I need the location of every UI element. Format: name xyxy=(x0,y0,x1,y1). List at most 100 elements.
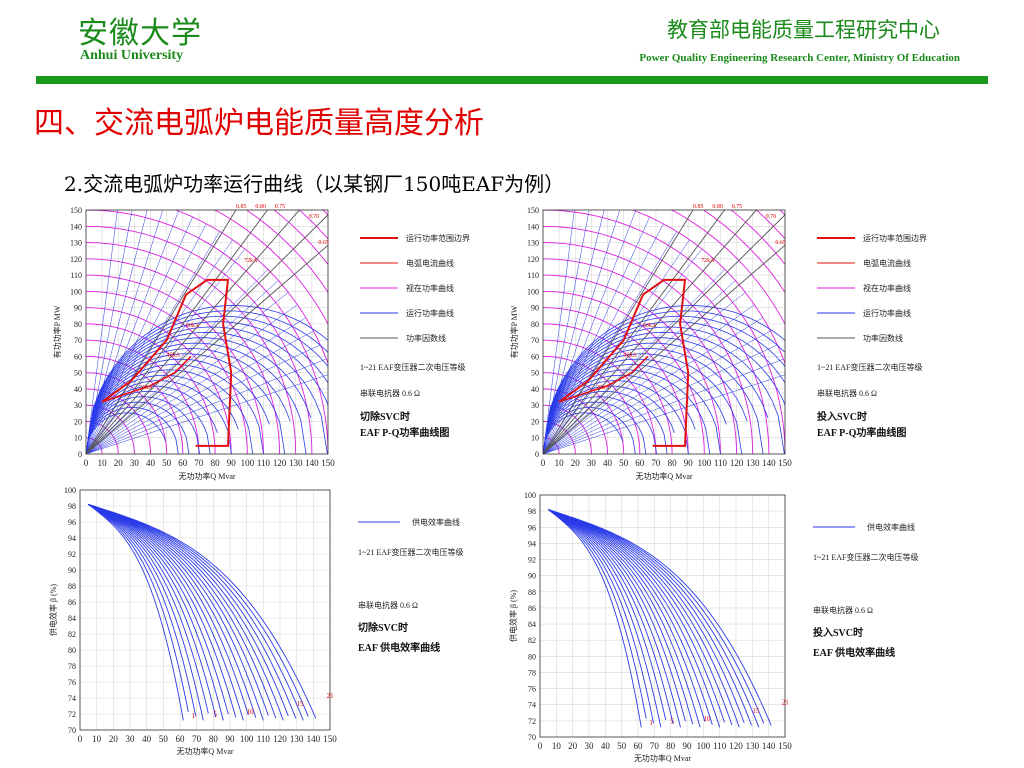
y-tick-label: 86 xyxy=(528,604,536,613)
apparent-power-curve xyxy=(543,307,689,454)
power-factor-label: 0.70 xyxy=(309,214,320,220)
efficiency-curve xyxy=(88,503,257,718)
x-tick-label: 80 xyxy=(668,458,678,468)
power-factor-label: 0.75 xyxy=(732,204,743,210)
y-tick-label: 40 xyxy=(74,385,82,394)
x-tick-label: 20 xyxy=(114,458,124,468)
operating-power-curve xyxy=(543,315,785,454)
y-tick-label: 0 xyxy=(78,450,82,459)
power-factor-line xyxy=(543,210,726,454)
level-label: 10 xyxy=(247,708,255,716)
arc-current-line xyxy=(543,210,636,454)
efficiency-curve xyxy=(88,504,217,718)
y-tick-label: 92 xyxy=(68,550,76,559)
operating-power-curve xyxy=(86,369,254,454)
arc-current-line xyxy=(86,292,289,454)
apparent-power-curve xyxy=(543,274,721,454)
y-tick-label: 84 xyxy=(68,614,76,623)
efficiency-curve xyxy=(88,504,197,717)
x-tick-label: 100 xyxy=(241,458,255,468)
arc-current-line xyxy=(543,210,621,454)
x-tick-label: 90 xyxy=(227,458,237,468)
x-tick-label: 50 xyxy=(162,458,172,468)
efficiency-curve xyxy=(88,504,209,714)
x-tick-label: 30 xyxy=(126,734,136,744)
operating-power-curve xyxy=(543,353,743,454)
operating-power-curve xyxy=(543,326,785,454)
plot-area xyxy=(547,509,772,728)
apparent-power-curve xyxy=(86,274,264,454)
level-label: 5 xyxy=(213,710,217,718)
y-tick-label: 120 xyxy=(70,255,82,264)
y-tick-label: 50 xyxy=(531,369,539,378)
voltage-level-note: 1~21 EAF变压器二次电压等级 xyxy=(813,552,918,562)
svc-state-label: 投入SVC时 xyxy=(813,626,863,639)
efficiency-chart-right: 0 10 20 30 40 50 60 70 80 90 100 110 120 130 140 150707… xyxy=(508,491,918,763)
x-tick-label: 0 xyxy=(84,458,89,468)
plot-frame xyxy=(85,209,329,455)
y-tick-label: 60 xyxy=(74,352,82,361)
x-tick-label: 130 xyxy=(290,734,304,744)
apparent-power-curve xyxy=(86,339,200,454)
legend-label: 视在功率曲线 xyxy=(863,283,911,293)
power-factor-line xyxy=(543,210,758,454)
operating-power-curve xyxy=(543,369,711,454)
level-label: 21 xyxy=(327,692,335,700)
y-tick-label: 78 xyxy=(528,668,536,677)
arc-current-line xyxy=(86,239,233,454)
x-tick-label: 10 xyxy=(98,458,108,468)
y-tick-label: 82 xyxy=(68,630,76,639)
x-tick-label: 20 xyxy=(568,741,578,751)
series-reactor-note: 串联电抗器 0.6 Ω xyxy=(358,600,418,610)
x-tick-label: 90 xyxy=(226,734,236,744)
x-tick-label: 110 xyxy=(257,458,271,468)
chart-caption: EAF 供电效率曲线 xyxy=(358,641,440,654)
y-tick-label: 30 xyxy=(74,401,82,410)
header-divider xyxy=(36,76,988,84)
operating-power-curve xyxy=(86,353,286,454)
plot-frame xyxy=(539,494,786,738)
operating-power-curve xyxy=(543,331,785,454)
apparent-power-curve xyxy=(702,210,785,294)
y-tick-label: 100 xyxy=(64,486,76,495)
y-tick-label: 60 xyxy=(531,352,539,361)
operating-power-curve xyxy=(543,337,769,454)
y-tick-label: 10 xyxy=(74,434,82,443)
x-tick-label: 150 xyxy=(778,741,792,751)
y-tick-label: 140 xyxy=(527,222,539,231)
y-tick-label: 90 xyxy=(68,566,76,575)
x-tick-label: 100 xyxy=(240,734,254,744)
arc-current-line xyxy=(86,223,207,454)
x-tick-label: 130 xyxy=(746,458,760,468)
pq-chart-right: 0 10 20 30 40 50 60 70 80 90 100 110 120 130 140 150010… xyxy=(509,204,927,481)
arc-current-line xyxy=(543,317,763,454)
y-tick-label: 88 xyxy=(68,582,76,591)
operating-power-curve xyxy=(86,337,312,454)
level-label: 5 xyxy=(671,717,675,725)
y-tick-label: 110 xyxy=(70,271,82,280)
x-tick-label: 120 xyxy=(730,458,744,468)
y-tick-label: 80 xyxy=(74,320,82,329)
x-tick-label: 60 xyxy=(176,734,186,744)
efficiency-curve xyxy=(548,509,772,726)
x-tick-label: 110 xyxy=(713,741,727,751)
y-tick-label: 74 xyxy=(68,694,76,703)
apparent-power-curve xyxy=(543,225,770,454)
y-tick-label: 80 xyxy=(531,320,539,329)
arc-current-label: 20kA xyxy=(596,385,610,391)
x-tick-label: 80 xyxy=(209,734,219,744)
y-tick-label: 80 xyxy=(528,652,536,661)
arc-current-line xyxy=(86,344,321,454)
arc-current-line xyxy=(86,210,179,454)
university-name-cn: 安徽大学 xyxy=(78,16,202,51)
apparent-power-curve xyxy=(322,210,328,216)
efficiency-curve xyxy=(547,509,662,728)
x-tick-label: 40 xyxy=(142,734,152,744)
y-tick-label: 78 xyxy=(68,662,76,671)
x-tick-label: 10 xyxy=(92,734,102,744)
series-reactor-note: 串联电抗器 0.6 Ω xyxy=(817,388,877,398)
level-label: 1 xyxy=(649,719,653,727)
arc-current-line xyxy=(543,292,746,454)
efficiency-curve xyxy=(88,503,244,721)
